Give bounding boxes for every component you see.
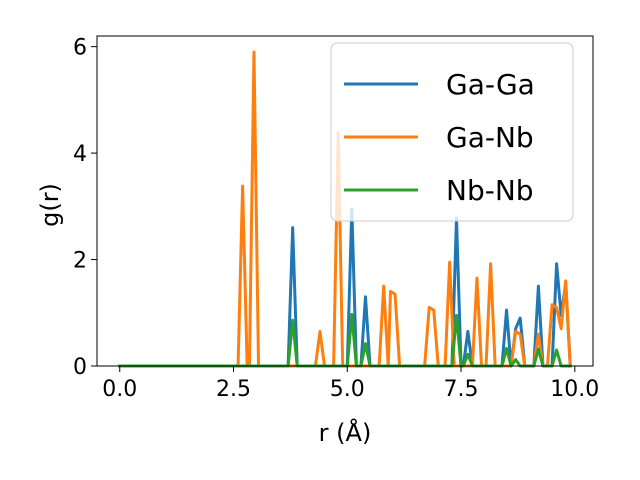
x-tick-label: 0.0 (102, 377, 137, 402)
legend-label-ga-ga: Ga-Ga (446, 68, 535, 101)
x-tick-label: 7.5 (444, 377, 479, 402)
y-tick-label: 4 (73, 142, 87, 167)
x-tick-label: 5.0 (330, 377, 365, 402)
series-line-nb-nb (118, 312, 572, 368)
y-tick-label: 0 (73, 355, 87, 380)
y-axis-label: g(r) (36, 183, 64, 227)
x-axis-label: r (Å) (319, 418, 372, 447)
legend-box (330, 42, 574, 222)
x-tick-label: 2.5 (216, 377, 251, 402)
y-tick-label: 6 (73, 36, 87, 61)
series-line-ga-ga (118, 207, 572, 368)
plot-frame (96, 35, 594, 367)
y-tick-label: 2 (73, 249, 87, 274)
legend-label-nb-nb: Nb-Nb (446, 174, 534, 207)
legend: Ga-Ga Ga-Nb Nb-Nb (330, 42, 574, 222)
legend-label-ga-nb: Ga-Nb (446, 121, 534, 154)
axes: 0.0 2.5 5.0 7.5 10.0 0 2 4 6 (73, 35, 599, 402)
x-tick-label: 10.0 (550, 377, 599, 402)
